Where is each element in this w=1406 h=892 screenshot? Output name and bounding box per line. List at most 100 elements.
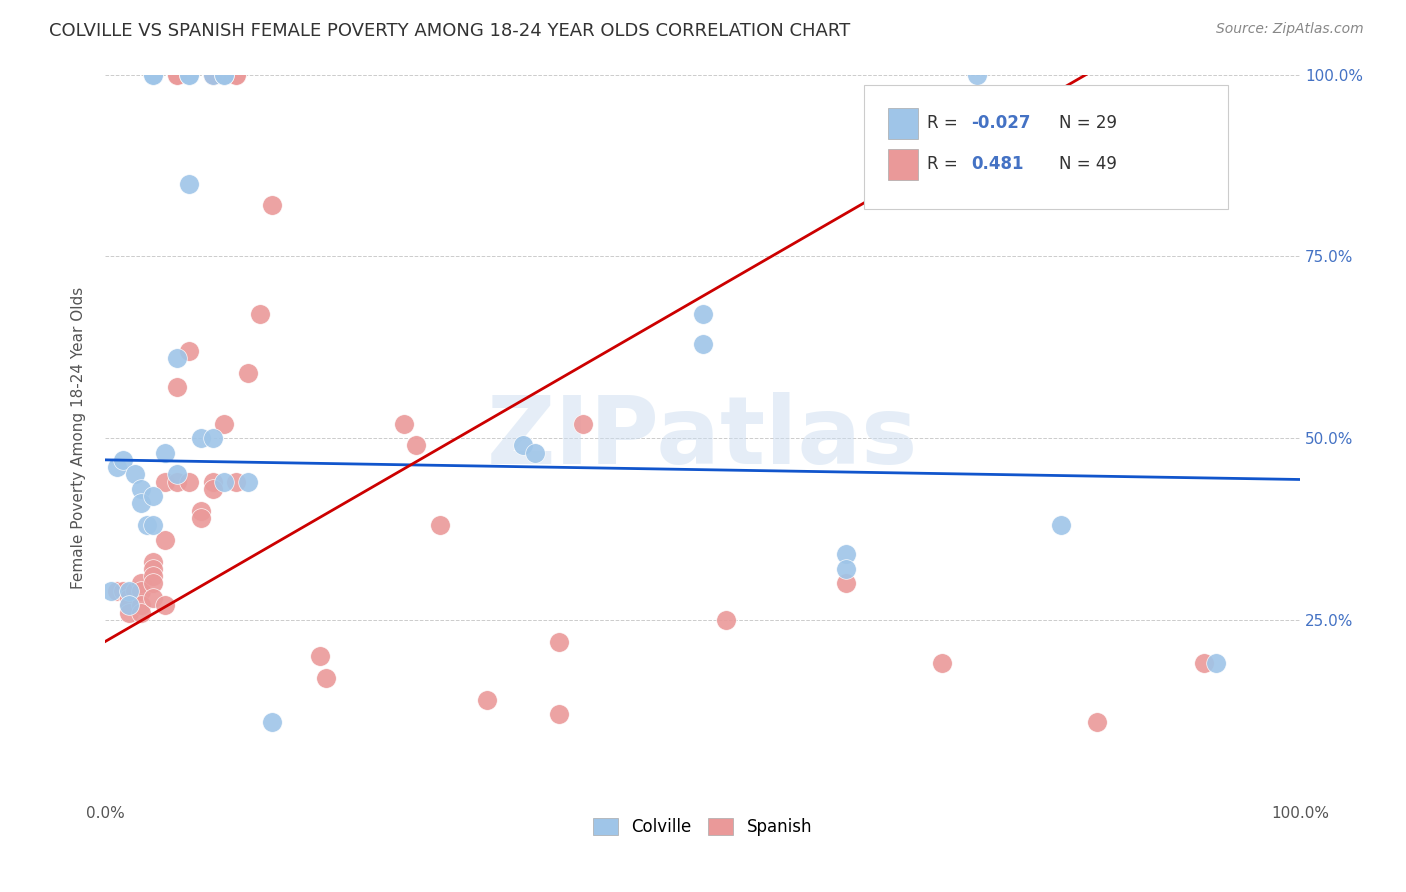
Point: [166, 68, 188, 82]
Point: [118, 599, 141, 613]
Point: [262, 198, 284, 212]
Point: [190, 431, 212, 445]
Point: [177, 343, 200, 358]
Point: [309, 649, 332, 664]
Point: [238, 475, 260, 489]
Point: [201, 68, 224, 82]
Point: [135, 518, 157, 533]
Point: [142, 591, 165, 605]
Point: [1050, 518, 1073, 533]
Y-axis label: Female Poverty Among 18-24 Year Olds: Female Poverty Among 18-24 Year Olds: [72, 287, 86, 590]
Point: [142, 68, 165, 82]
Point: [118, 591, 141, 605]
Point: [249, 308, 271, 322]
Point: [142, 562, 165, 576]
Point: [477, 693, 499, 707]
Point: [201, 482, 224, 496]
Point: [931, 657, 953, 671]
Point: [692, 308, 714, 322]
Point: [142, 68, 165, 82]
Point: [201, 68, 224, 82]
Point: [201, 475, 224, 489]
Point: [835, 547, 858, 561]
Point: [118, 606, 141, 620]
Point: [315, 671, 337, 685]
Point: [177, 68, 200, 82]
Point: [572, 417, 595, 431]
Point: [392, 417, 415, 431]
Point: [129, 583, 152, 598]
Point: [238, 366, 260, 380]
Point: [835, 562, 858, 576]
Point: [524, 445, 547, 459]
Point: [129, 606, 152, 620]
Point: [166, 68, 188, 82]
Point: [142, 555, 165, 569]
Point: [142, 518, 165, 533]
Point: [214, 417, 236, 431]
Point: [153, 599, 176, 613]
Text: R =: R =: [927, 114, 963, 132]
Point: [177, 68, 200, 82]
Point: [548, 634, 571, 648]
Point: [105, 583, 128, 598]
Point: [100, 583, 122, 598]
Text: N = 49: N = 49: [1059, 155, 1116, 173]
Point: [129, 576, 152, 591]
Text: 0.481: 0.481: [972, 155, 1024, 173]
Point: [1205, 657, 1227, 671]
Point: [201, 431, 224, 445]
Point: [111, 583, 134, 598]
Point: [153, 445, 176, 459]
Point: [166, 467, 188, 482]
Point: [512, 438, 534, 452]
Point: [214, 68, 236, 82]
Point: [129, 496, 152, 510]
Point: [118, 583, 141, 598]
Point: [142, 489, 165, 503]
Point: [214, 68, 236, 82]
Point: [225, 68, 247, 82]
Point: [177, 177, 200, 191]
Point: [225, 475, 247, 489]
Text: ZIPatlas: ZIPatlas: [486, 392, 918, 484]
FancyBboxPatch shape: [887, 149, 918, 180]
Point: [166, 351, 188, 365]
Point: [153, 475, 176, 489]
Point: [129, 599, 152, 613]
Point: [166, 380, 188, 394]
Point: [190, 511, 212, 525]
Point: [692, 336, 714, 351]
FancyBboxPatch shape: [887, 108, 918, 138]
Point: [262, 714, 284, 729]
Point: [835, 576, 858, 591]
Point: [214, 475, 236, 489]
Point: [105, 460, 128, 475]
Point: [405, 438, 427, 452]
Point: [190, 504, 212, 518]
Point: [548, 707, 571, 722]
Point: [177, 475, 200, 489]
Point: [118, 599, 141, 613]
Point: [124, 467, 146, 482]
Point: [716, 613, 738, 627]
Point: [111, 453, 134, 467]
Text: -0.027: -0.027: [972, 114, 1031, 132]
Point: [124, 583, 146, 598]
Point: [201, 68, 224, 82]
Point: [429, 518, 451, 533]
Text: COLVILLE VS SPANISH FEMALE POVERTY AMONG 18-24 YEAR OLDS CORRELATION CHART: COLVILLE VS SPANISH FEMALE POVERTY AMONG…: [49, 22, 851, 40]
Point: [166, 475, 188, 489]
Point: [153, 533, 176, 547]
Legend: Colville, Spanish: Colville, Spanish: [585, 809, 820, 844]
Point: [225, 68, 247, 82]
Point: [1085, 714, 1108, 729]
Point: [966, 68, 988, 82]
Point: [142, 576, 165, 591]
Point: [142, 569, 165, 583]
Text: R =: R =: [927, 155, 963, 173]
Text: N = 29: N = 29: [1059, 114, 1116, 132]
Point: [1194, 657, 1216, 671]
Text: Source: ZipAtlas.com: Source: ZipAtlas.com: [1216, 22, 1364, 37]
FancyBboxPatch shape: [863, 86, 1229, 209]
